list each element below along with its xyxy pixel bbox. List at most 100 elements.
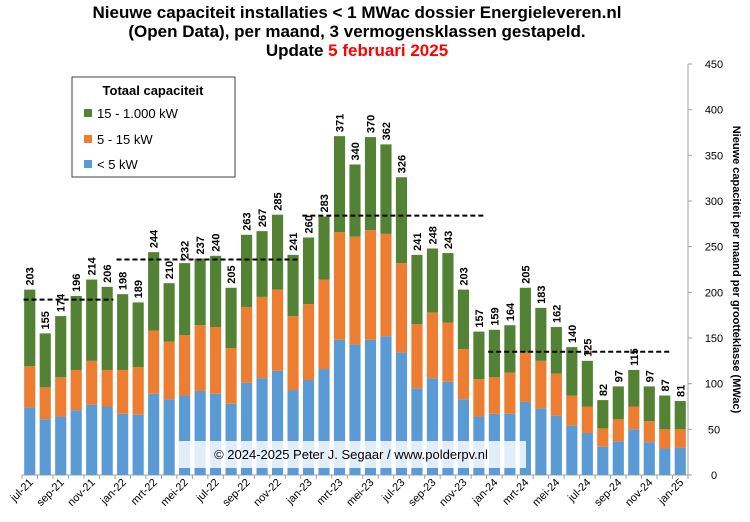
data-label-dec-22: 241 [288,233,300,251]
legend-title: Totaal capaciteit [103,83,205,98]
bar-segment-5-15-kw-jun-22 [194,325,206,391]
bar-segment-5-kw-aug-24 [597,446,609,475]
data-label-nov-21: 214 [87,256,99,275]
bar-segment-5-15-kw-jan-23 [302,304,315,381]
data-label-jun-24: 140 [567,325,579,343]
bar-segment-5-kw-nov-22 [271,370,284,475]
bar-segment-15-1-000-kw-dec-23 [473,331,485,380]
data-label-mei-22: 232 [180,241,192,259]
legend: Totaal capaciteit 15 - 1.000 kW 5 - 15 k… [71,76,236,178]
bar-segment-15-1-000-kw-aug-24 [597,400,609,429]
bar-segment-15-1-000-kw-nov-21 [86,279,98,361]
chart-title-line1: Nieuwe capaciteit installaties < 1 MWac … [93,3,622,22]
bar-segment-5-15-kw-jan-22 [117,369,129,414]
bar-segment-15-1-000-kw-jul-22 [210,255,222,328]
x-tick-label: nov-21 [66,477,98,509]
data-label-mei-24: 162 [551,305,563,323]
bar-segment-5-kw-okt-23 [442,381,454,475]
data-label-dec-23: 157 [474,309,486,327]
bar-segment-15-1-000-kw-jul-24 [581,360,593,407]
x-tick-label: sep-24 [592,477,624,509]
y-tick-label: 50 [708,424,720,436]
bar-segment-15-1-000-kw-okt-22 [256,231,268,297]
data-label-sep-21: 174 [56,293,68,312]
bar-segment-15-1-000-kw-feb-22 [132,302,144,368]
bar-segment-5-kw-apr-24 [535,408,547,475]
data-label-okt-24: 115 [629,348,641,366]
bar-segment-15-1-000-kw-jan-22 [117,294,129,370]
y-tick-label: 200 [705,287,723,299]
y-tick-label: 350 [705,150,723,162]
legend-label-15-1000kw: 15 - 1.000 kW [97,106,179,121]
bar-segment-5-kw-dec-24 [659,448,671,475]
bar-segment-5-kw-okt-22 [256,378,268,475]
bar-segment-5-15-kw-sep-22 [241,306,253,383]
x-tick-label: sep-22 [220,477,252,509]
bar-segment-5-15-kw-apr-23 [349,236,361,345]
bar-segment-5-15-kw-jul-23 [395,263,408,353]
bar-segment-5-kw-jul-23 [395,352,408,475]
data-label-apr-22: 210 [164,261,176,279]
bar-segment-5-kw-mei-22 [179,395,191,475]
data-label-mrt-22: 244 [149,229,161,248]
x-tick-label: sep-23 [406,477,438,509]
bar-segment-5-kw-mrt-24 [519,401,531,475]
data-label-feb-22: 189 [133,280,145,298]
bar-segment-5-kw-sep-22 [241,382,253,475]
data-label-aug-22: 205 [226,265,238,283]
data-label-aug-23: 241 [412,233,424,251]
bar-segment-5-15-kw-jun-23 [380,233,392,337]
bar-segment-15-1-000-kw-jul-21 [24,289,36,367]
bar-segment-15-1-000-kw-mrt-22 [148,252,160,331]
bar-segment-5-kw-jul-21 [24,407,36,475]
bar-segment-5-kw-jun-23 [380,336,392,475]
data-label-jan-24: 159 [489,307,501,325]
bar-segment-5-15-kw-mei-23 [364,230,377,340]
bar-segment-5-kw-jan-25 [674,447,686,475]
bar-segment-5-15-kw-jul-21 [24,366,36,408]
bar-segment-5-kw-nov-23 [457,399,469,475]
y-tick-label: 0 [711,470,717,482]
bar-segment-15-1-000-kw-apr-24 [535,307,547,361]
data-label-nov-22: 285 [273,192,285,210]
bar-segment-5-15-kw-jul-22 [210,327,222,394]
data-label-nov-24: 97 [644,370,656,382]
bar-segment-15-1-000-kw-jun-24 [566,347,578,396]
bar-segment-5-15-kw-mei-24 [550,373,562,416]
bar-segment-15-1-000-kw-nov-23 [457,289,469,349]
bar-segment-5-kw-nov-21 [86,404,98,475]
bar-segment-15-1-000-kw-mei-24 [550,327,562,374]
y-tick-label: 100 [705,379,723,391]
data-label-jul-21: 203 [25,267,37,285]
x-tick-label: jul-22 [194,477,222,505]
data-label-jun-23: 362 [381,122,393,140]
bar-segment-5-kw-mei-23 [364,339,377,475]
data-label-aug-21: 155 [40,311,52,329]
x-tick-label: jul-23 [379,477,407,505]
bar-segment-5-15-kw-aug-22 [225,348,237,404]
x-tick-label: jul-21 [8,477,36,505]
x-tick-label: jan-22 [98,477,129,508]
bar-segment-5-15-kw-okt-21 [70,369,82,411]
data-label-okt-21: 196 [71,274,83,292]
x-tick-label: mrt-22 [129,477,160,508]
bar-segment-5-kw-mrt-22 [148,393,160,475]
bar-segment-15-1-000-kw-mrt-23 [333,136,346,233]
bar-segment-5-15-kw-okt-24 [628,406,640,430]
y-axis-title: Nieuwe capaciteit per maand per groottek… [730,126,742,414]
y-tick-label: 150 [705,333,723,345]
bar-segment-5-15-kw-sep-23 [426,312,439,379]
bar-segment-5-kw-feb-22 [132,414,144,475]
bar-segment-5-15-kw-jul-24 [581,406,593,433]
x-tick-label: nov-24 [623,477,655,509]
credit-text: © 2024-2025 Peter J. Segaar / www.polder… [214,447,488,462]
bar-segment-5-15-kw-dec-22 [287,316,299,391]
bar-segment-5-15-kw-aug-23 [411,324,423,389]
x-tick-label: mei-24 [530,477,562,509]
legend-label-lt5kw: < 5 kW [97,157,139,172]
bar-segment-5-kw-okt-21 [70,410,82,475]
bar-segment-15-1-000-kw-nov-24 [643,386,655,422]
bar-segment-5-15-kw-mei-22 [179,335,191,396]
data-label-mrt-23: 371 [335,114,347,132]
bar-segment-5-15-kw-sep-24 [612,419,624,442]
